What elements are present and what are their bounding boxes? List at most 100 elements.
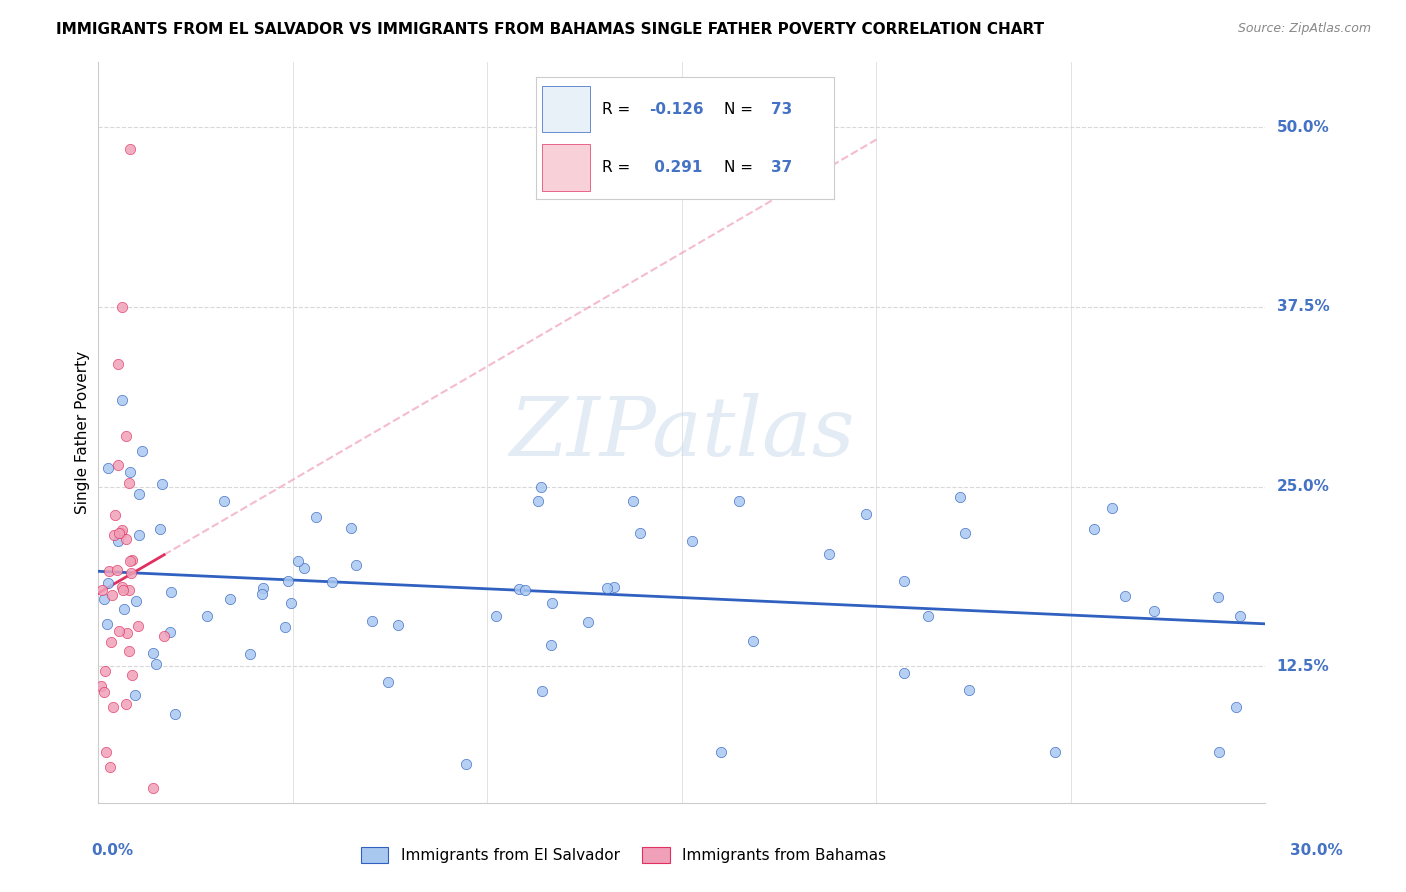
Point <box>596 581 619 595</box>
Point <box>893 574 915 588</box>
Point <box>513 582 536 597</box>
Point <box>953 526 976 541</box>
Point <box>117 626 139 640</box>
Point <box>603 580 626 594</box>
Point <box>121 668 143 682</box>
Point <box>141 646 163 660</box>
Point <box>128 487 150 501</box>
Point <box>107 357 129 371</box>
Point <box>238 647 260 661</box>
Point <box>1142 604 1164 618</box>
Point <box>917 609 939 624</box>
Point <box>1114 589 1136 603</box>
Point <box>728 494 751 508</box>
Point <box>623 494 645 508</box>
Point <box>118 476 141 491</box>
Point <box>1229 609 1251 624</box>
Point <box>1208 746 1230 760</box>
Point <box>97 565 120 579</box>
Point <box>108 624 131 639</box>
Point <box>131 443 153 458</box>
Point <box>111 580 134 594</box>
Text: 37.5%: 37.5% <box>1277 300 1329 314</box>
Point <box>107 534 129 549</box>
Point <box>93 592 115 607</box>
Point <box>105 563 128 577</box>
Point <box>96 617 118 632</box>
Point <box>93 664 115 678</box>
Point <box>855 507 877 521</box>
Point <box>118 644 141 658</box>
Point <box>305 510 328 524</box>
Point <box>219 592 242 607</box>
Point <box>160 585 183 599</box>
Point <box>1225 699 1247 714</box>
Point <box>893 665 915 680</box>
Point <box>142 781 165 796</box>
Point <box>115 697 138 711</box>
Text: 30.0%: 30.0% <box>1289 843 1343 857</box>
Point <box>118 554 141 568</box>
Point <box>112 602 135 616</box>
Point <box>103 699 125 714</box>
Point <box>111 524 134 538</box>
Point <box>110 526 132 541</box>
Point <box>98 760 121 774</box>
Text: 12.5%: 12.5% <box>1277 658 1329 673</box>
Point <box>292 560 315 574</box>
Point <box>250 586 273 600</box>
Point <box>128 528 150 542</box>
Point <box>114 429 136 443</box>
Point <box>681 534 703 549</box>
Point <box>530 479 553 493</box>
Point <box>484 608 506 623</box>
Point <box>252 582 274 596</box>
Point <box>818 548 841 562</box>
Point <box>100 635 122 649</box>
Point <box>93 685 115 699</box>
Point <box>150 477 173 491</box>
Point <box>111 300 134 314</box>
Point <box>103 527 125 541</box>
Text: Source: ZipAtlas.com: Source: ZipAtlas.com <box>1237 22 1371 36</box>
Point <box>124 688 146 702</box>
Point <box>107 458 129 472</box>
Point <box>321 575 343 590</box>
Point <box>508 582 530 596</box>
Point <box>97 576 120 591</box>
Point <box>274 620 297 634</box>
Point <box>120 465 142 479</box>
Point <box>127 619 149 633</box>
Point <box>163 707 186 722</box>
Point <box>957 682 980 697</box>
Point <box>145 657 167 672</box>
Point <box>114 533 136 547</box>
Point <box>96 746 118 760</box>
Point <box>125 594 148 608</box>
Point <box>628 526 651 541</box>
Point <box>710 746 733 760</box>
Point <box>277 574 299 588</box>
Point <box>1045 746 1067 760</box>
Point <box>280 596 302 610</box>
Point <box>949 491 972 505</box>
Point <box>387 618 409 632</box>
Point <box>540 638 562 652</box>
Point <box>97 460 120 475</box>
Point <box>287 554 309 568</box>
Point <box>153 629 176 643</box>
Point <box>340 521 363 535</box>
Point <box>531 684 554 698</box>
Point <box>541 596 564 610</box>
Text: 50.0%: 50.0% <box>1277 120 1329 135</box>
Point <box>344 558 367 573</box>
Point <box>91 583 114 598</box>
Point <box>195 608 218 623</box>
Point <box>149 522 172 536</box>
Point <box>118 142 141 156</box>
Point <box>120 566 142 580</box>
Text: 25.0%: 25.0% <box>1277 479 1330 494</box>
Point <box>377 674 399 689</box>
Point <box>121 553 143 567</box>
Point <box>159 625 181 640</box>
